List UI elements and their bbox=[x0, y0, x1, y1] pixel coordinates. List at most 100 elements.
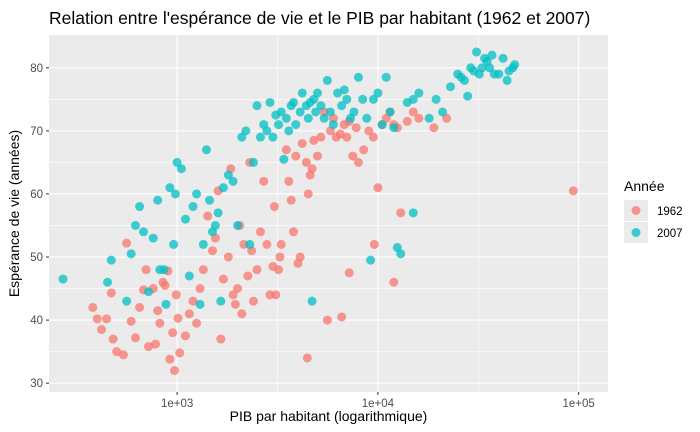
data-point-2007 bbox=[414, 88, 424, 98]
legend: Année 1962 2007 bbox=[624, 178, 683, 243]
data-point-1962 bbox=[271, 290, 281, 300]
data-point-1962 bbox=[302, 353, 312, 363]
data-point-1962 bbox=[203, 211, 213, 221]
data-point-1962 bbox=[169, 366, 179, 376]
data-point-2007 bbox=[159, 265, 169, 275]
data-point-1962 bbox=[184, 309, 194, 319]
data-point-2007 bbox=[245, 239, 255, 249]
data-point-2007 bbox=[148, 233, 158, 243]
data-point-2007 bbox=[349, 107, 359, 117]
data-point-2007 bbox=[265, 97, 275, 107]
data-point-2007 bbox=[295, 107, 305, 117]
data-point-2007 bbox=[184, 271, 194, 281]
data-point-2007 bbox=[408, 208, 418, 218]
data-point-2007 bbox=[274, 120, 284, 130]
data-point-2007 bbox=[192, 189, 202, 199]
data-point-1962 bbox=[396, 208, 406, 218]
data-point-1962 bbox=[180, 331, 190, 341]
y-axis-title: Espérance de vie (années) bbox=[6, 130, 22, 297]
data-point-1962 bbox=[106, 288, 116, 298]
data-point-1962 bbox=[312, 151, 322, 161]
data-point-1962 bbox=[373, 183, 383, 193]
data-point-1962 bbox=[252, 265, 262, 275]
data-point-1962 bbox=[143, 342, 153, 352]
data-point-2007 bbox=[248, 157, 258, 167]
data-point-1962 bbox=[175, 348, 185, 358]
data-point-1962 bbox=[108, 334, 118, 344]
data-point-2007 bbox=[255, 132, 265, 142]
chart-title: Relation entre l'espérance de vie et le … bbox=[49, 8, 590, 28]
legend-key-2007 bbox=[631, 228, 641, 237]
data-point-2007 bbox=[161, 299, 171, 309]
data-point-1962 bbox=[369, 239, 379, 249]
data-point-1962 bbox=[295, 252, 305, 262]
data-point-2007 bbox=[480, 53, 490, 63]
data-point-2007 bbox=[385, 107, 395, 117]
data-point-2007 bbox=[276, 107, 286, 117]
data-point-2007 bbox=[303, 113, 313, 123]
data-point-1962 bbox=[337, 312, 347, 322]
data-point-1962 bbox=[122, 238, 132, 248]
data-point-1962 bbox=[309, 135, 319, 145]
data-point-1962 bbox=[97, 325, 107, 335]
data-point-1962 bbox=[135, 302, 145, 312]
data-point-2007 bbox=[198, 239, 208, 249]
data-point-2007 bbox=[311, 107, 321, 117]
data-point-2007 bbox=[307, 296, 317, 306]
data-point-2007 bbox=[213, 208, 223, 218]
x-axis-title: PIB par habitant (logarithmique) bbox=[230, 408, 428, 424]
data-point-1962 bbox=[364, 126, 374, 136]
data-point-2007 bbox=[130, 220, 140, 230]
data-point-2007 bbox=[373, 88, 383, 98]
data-point-1962 bbox=[150, 339, 160, 349]
data-point-2007 bbox=[366, 255, 376, 265]
data-point-1962 bbox=[195, 284, 205, 294]
data-point-2007 bbox=[498, 53, 508, 63]
data-point-2007 bbox=[205, 195, 215, 205]
data-point-1962 bbox=[102, 314, 112, 324]
data-point-1962 bbox=[274, 265, 284, 275]
data-point-1962 bbox=[171, 290, 181, 300]
data-point-2007 bbox=[472, 47, 482, 57]
data-point-1962 bbox=[248, 296, 258, 306]
y-tick-label: 50 bbox=[30, 252, 43, 264]
data-point-1962 bbox=[230, 299, 240, 309]
data-point-2007 bbox=[262, 126, 272, 136]
y-tick-label: 30 bbox=[30, 378, 43, 390]
data-point-2007 bbox=[281, 113, 291, 123]
data-point-2007 bbox=[122, 296, 132, 306]
data-point-1962 bbox=[168, 328, 178, 338]
data-point-1962 bbox=[291, 151, 301, 161]
data-points bbox=[58, 47, 578, 376]
x-tick-label: 1e+05 bbox=[563, 398, 595, 410]
data-point-2007 bbox=[252, 101, 262, 111]
data-point-1962 bbox=[289, 227, 299, 237]
data-point-2007 bbox=[431, 94, 441, 104]
data-point-2007 bbox=[377, 120, 387, 130]
data-point-2007 bbox=[424, 113, 434, 123]
data-point-2007 bbox=[188, 202, 198, 212]
data-point-2007 bbox=[328, 120, 338, 130]
data-point-2007 bbox=[216, 296, 226, 306]
data-point-2007 bbox=[339, 85, 349, 95]
legend-label-2007: 2007 bbox=[657, 228, 683, 240]
data-point-2007 bbox=[289, 97, 299, 107]
data-point-2007 bbox=[389, 123, 399, 133]
data-point-2007 bbox=[279, 154, 289, 164]
data-point-1962 bbox=[353, 157, 363, 167]
data-point-1962 bbox=[173, 313, 183, 323]
data-point-1962 bbox=[165, 354, 175, 364]
data-point-1962 bbox=[188, 296, 198, 306]
data-point-2007 bbox=[210, 220, 220, 230]
data-point-2007 bbox=[358, 94, 368, 104]
data-point-2007 bbox=[502, 75, 512, 85]
data-point-1962 bbox=[359, 145, 369, 155]
data-point-1962 bbox=[255, 227, 265, 237]
data-point-1962 bbox=[307, 164, 317, 174]
data-point-2007 bbox=[463, 91, 473, 101]
data-point-1962 bbox=[228, 290, 238, 300]
data-point-1962 bbox=[389, 277, 399, 287]
data-point-2007 bbox=[474, 69, 484, 79]
data-point-1962 bbox=[233, 284, 243, 294]
